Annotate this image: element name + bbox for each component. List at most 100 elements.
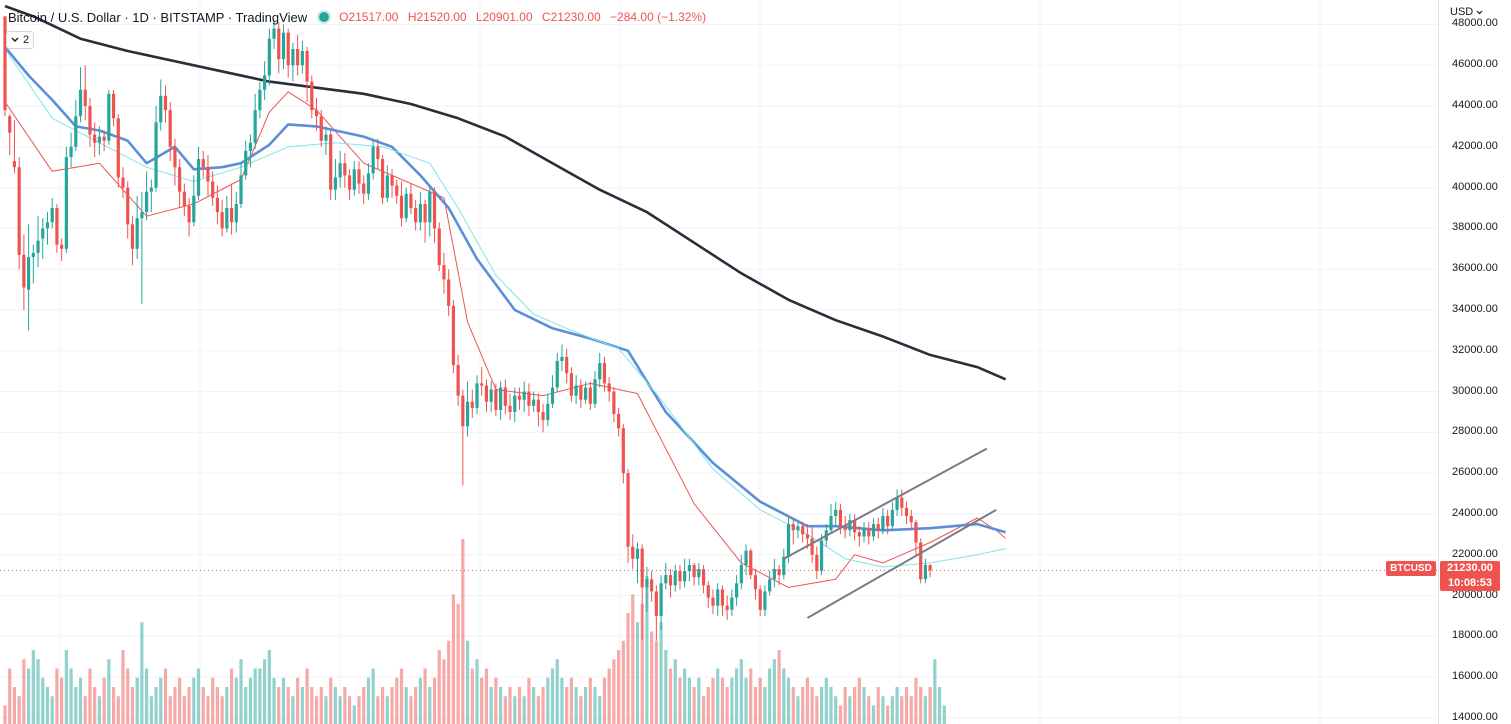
volume-bar: [853, 687, 857, 724]
candle-body: [900, 497, 904, 508]
candle-body: [654, 591, 658, 616]
volume-bar: [196, 668, 201, 724]
price-tick-label: 20000.00: [1452, 588, 1498, 601]
volume-bar: [673, 659, 677, 724]
candle-body: [763, 591, 767, 610]
currency-label: USD: [1450, 6, 1474, 18]
candle-body: [735, 583, 739, 598]
volume-bar: [914, 677, 918, 724]
candle-body: [782, 556, 786, 576]
volume-bar: [711, 677, 715, 724]
volume-bar: [895, 687, 899, 724]
candle-body: [291, 48, 295, 66]
candle-body: [560, 356, 564, 361]
candle-body: [338, 163, 342, 178]
volume-bar: [376, 696, 380, 724]
moving-average-lines: [3, 4, 1007, 588]
candle-body: [834, 509, 838, 516]
volume-bar: [569, 677, 573, 724]
candle-body: [645, 579, 649, 588]
candle-body: [163, 95, 168, 111]
candle-body: [116, 118, 120, 178]
moving-average-line: [4, 4, 1007, 381]
candle-body: [536, 399, 540, 412]
candle-body: [470, 401, 474, 408]
ohlc-open: O21517.00: [339, 10, 399, 24]
volume-bar: [41, 677, 45, 724]
volume-bar: [447, 640, 451, 724]
volume-bar: [942, 705, 946, 724]
candle-body: [187, 205, 191, 223]
volume-bar: [305, 668, 309, 724]
volume-bar: [404, 687, 408, 724]
volume-bar: [149, 696, 153, 724]
volume-bar: [102, 677, 106, 724]
chart-legend: Bitcoin / U.S. Dollar · 1D · BITSTAMP · …: [8, 8, 712, 26]
volume-bar: [126, 668, 130, 724]
candle-body: [687, 564, 691, 572]
volume-bar: [626, 613, 630, 724]
candle-body: [919, 542, 923, 580]
candle-body: [159, 95, 163, 123]
candle-body: [437, 228, 441, 266]
volume-bar: [550, 668, 555, 724]
bar-countdown: 10:08:53: [1447, 577, 1493, 589]
candle-body: [499, 387, 503, 410]
candle-body: [829, 515, 833, 531]
volume-bar: [414, 687, 418, 724]
candle-body: [867, 528, 871, 537]
volume-bar: [819, 687, 824, 724]
volume-bar: [919, 687, 923, 724]
volume-bar: [612, 659, 616, 724]
candle-body: [93, 134, 97, 143]
volume-bar: [645, 576, 649, 724]
candle-body: [310, 81, 314, 111]
volume-bar: [130, 687, 135, 724]
candle-body: [376, 146, 380, 160]
candle-body: [881, 515, 885, 531]
candle-body: [465, 401, 470, 427]
volume-bar: [27, 668, 31, 724]
volume-bar: [347, 696, 352, 724]
candle-body: [83, 89, 87, 107]
volume-bar: [848, 696, 852, 724]
volume-bar: [178, 677, 182, 724]
candle-body: [886, 515, 890, 527]
candle-body: [853, 520, 857, 533]
candle-body: [140, 212, 144, 219]
candle-body: [810, 538, 814, 555]
volume-bar: [730, 677, 734, 724]
candle-body: [640, 548, 644, 588]
indicators-toggle-button[interactable]: 2: [6, 31, 35, 49]
volume-bar: [281, 677, 286, 724]
volume-bar: [933, 659, 937, 724]
candle-body: [8, 116, 12, 133]
volume-bar: [97, 696, 101, 724]
candle-body: [895, 497, 899, 510]
price-axis[interactable]: [1438, 0, 1511, 724]
volume-bar: [395, 677, 399, 724]
candle-body: [607, 383, 611, 392]
volume-bar: [772, 659, 776, 724]
volume-bar: [829, 687, 833, 724]
volume-bar: [362, 687, 366, 724]
candle-body: [848, 520, 852, 531]
volume-bar: [291, 696, 295, 724]
candle-body: [234, 203, 238, 223]
currency-selector[interactable]: USD: [1450, 6, 1483, 18]
volume-bar: [93, 687, 97, 724]
candle-body: [22, 254, 26, 288]
candle-body: [683, 571, 687, 582]
candle-body: [121, 177, 125, 188]
candle-body: [149, 187, 153, 192]
volume-bar: [579, 696, 583, 724]
last-price-label: 21230.00 10:08:53: [1440, 561, 1500, 591]
price-tick-label: 22000.00: [1452, 547, 1498, 560]
volume-bar: [432, 677, 437, 724]
volume-bar: [706, 687, 710, 724]
volume-bar: [805, 677, 809, 724]
candle-body: [225, 208, 229, 229]
symbol-title[interactable]: Bitcoin / U.S. Dollar · 1D · BITSTAMP · …: [8, 9, 308, 25]
candle-body: [480, 383, 484, 386]
